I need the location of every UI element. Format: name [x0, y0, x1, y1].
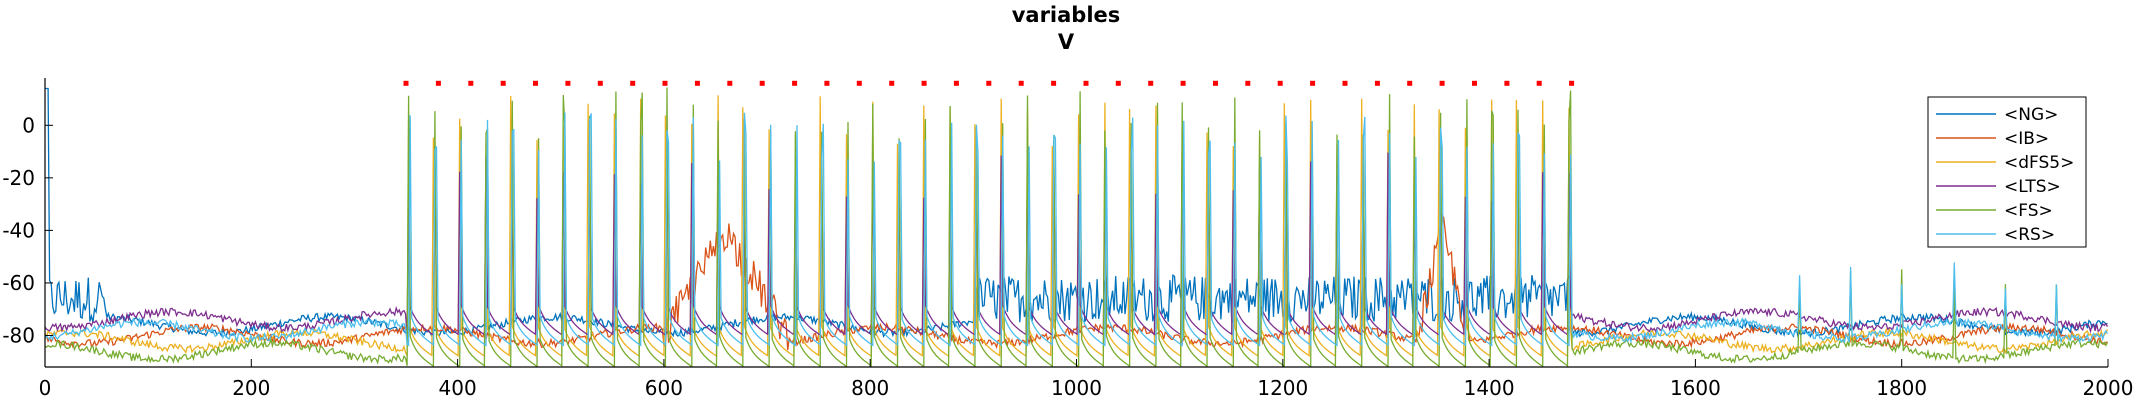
legend-entries: <NG> <IB> <dFS5> <LTS> <FS> <RS> — [1936, 105, 2074, 245]
stimulus-marker-dot — [1277, 80, 1283, 86]
stimulus-marker-dot — [1180, 80, 1186, 86]
plot-area: 0 200 400 600 800 1000 1200 1400 1600 1800 2000 0 -2… — [2, 78, 2133, 400]
stimulus-marker-dot — [792, 80, 798, 86]
x-tick-label: 1400 — [1464, 376, 1515, 400]
series-layer — [44, 87, 2109, 368]
stimulus-marker-dot — [1083, 80, 1089, 86]
stimulus-marker-dot — [597, 80, 603, 86]
chart-subtitle: V — [1058, 30, 1075, 54]
stimulus-marker-layer — [403, 80, 1575, 86]
x-tick-label: 1200 — [1257, 376, 1308, 400]
y-tick-label: 0 — [22, 113, 35, 137]
stimulus-marker-dot — [824, 80, 830, 86]
stimulus-marker-dot — [1148, 80, 1154, 86]
x-tick-label: 2000 — [2083, 376, 2133, 400]
y-tick-label: -60 — [2, 271, 35, 295]
axes-layer: 0 200 400 600 800 1000 1200 1400 1600 1800 2000 0 -2… — [2, 78, 2133, 400]
stimulus-marker-dot — [403, 80, 409, 86]
legend-label: <FS> — [2004, 201, 2053, 221]
y-tick-label: -40 — [2, 218, 35, 242]
x-tick-label: 1600 — [1670, 376, 1721, 400]
stimulus-marker-dot — [1439, 80, 1445, 86]
stimulus-marker-dot — [1245, 80, 1251, 86]
x-tick-label: 600 — [645, 376, 683, 400]
stimulus-marker-dot — [565, 80, 571, 86]
legend-label: <RS> — [2004, 225, 2055, 245]
x-tick-label: 400 — [439, 376, 477, 400]
legend-label: <NG> — [2004, 105, 2058, 125]
series-line-dfs5 — [44, 95, 2109, 358]
chart-title: variables — [1012, 3, 1121, 27]
stimulus-marker-dot — [1051, 80, 1057, 86]
stimulus-marker-dot — [1536, 80, 1542, 86]
stimulus-marker-dot — [921, 80, 927, 86]
stimulus-marker-dot — [1569, 80, 1575, 86]
stimulus-marker-dot — [1504, 80, 1510, 86]
stimulus-marker-dot — [1407, 80, 1413, 86]
x-tick-label: 0 — [39, 376, 52, 400]
stimulus-marker-dot — [1115, 80, 1121, 86]
stimulus-marker-dot — [533, 80, 538, 86]
series-line-rs — [44, 112, 2109, 347]
legend-label: <dFS5> — [2004, 153, 2074, 173]
stimulus-marker-dot — [1472, 80, 1477, 86]
stimulus-marker-dot — [630, 80, 636, 86]
stimulus-marker-dot — [986, 80, 992, 86]
x-tick-label: 1800 — [1876, 376, 1927, 400]
stimulus-marker-dot — [694, 80, 700, 86]
x-tick-label: 1000 — [1051, 376, 1102, 400]
stimulus-marker-dot — [468, 80, 474, 86]
stimulus-marker-dot — [1018, 80, 1024, 86]
stimulus-marker-dot — [1310, 80, 1316, 86]
stimulus-marker-dot — [759, 80, 765, 86]
stimulus-marker-dot — [953, 80, 959, 86]
x-tick-label: 800 — [851, 376, 889, 400]
legend: <NG> <IB> <dFS5> <LTS> <FS> <RS> — [1927, 96, 2087, 248]
y-tick-label: -20 — [2, 166, 35, 190]
legend-label: <LTS> — [2004, 177, 2061, 197]
legend-box — [1927, 96, 2087, 248]
stimulus-marker-dot — [727, 80, 733, 86]
stimulus-marker-dot — [1342, 80, 1348, 86]
x-tick-label: 200 — [232, 376, 270, 400]
series-line-ng — [45, 87, 2108, 339]
stimulus-marker-dot — [1374, 80, 1380, 86]
series-line-lts — [44, 152, 2109, 337]
stimulus-marker-dot — [435, 80, 441, 86]
stimulus-marker-dot — [662, 80, 668, 86]
stimulus-marker-dot — [500, 80, 506, 86]
stimulus-marker-dot — [1213, 80, 1218, 86]
y-tick-label: -80 — [2, 323, 35, 347]
legend-label: <IB> — [2004, 129, 2049, 149]
stimulus-marker-dot — [856, 80, 862, 86]
stimulus-marker-dot — [889, 80, 895, 86]
